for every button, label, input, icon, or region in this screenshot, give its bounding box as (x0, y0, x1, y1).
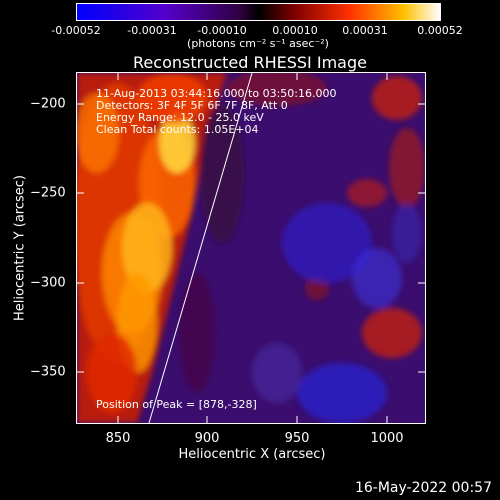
colorbar-tick: -0.00010 (197, 24, 247, 37)
image-plot: 11-Aug-2013 03:44:16.000 to 03:50:16.000… (76, 72, 426, 424)
info-clean: Clean Total counts: 1.05E+04 (96, 123, 259, 136)
info-time: 11-Aug-2013 03:44:16.000 to 03:50:16.000 (96, 87, 337, 100)
y-tick-label: −300 (30, 275, 66, 291)
x-tick-label: 950 (284, 431, 310, 446)
colorbar-tick: -0.00031 (127, 24, 177, 37)
x-axis-label: Heliocentric X (arcsec) (178, 447, 326, 462)
colorbar-tick: 0.00052 (417, 24, 463, 37)
x-tick-label: 1000 (370, 431, 404, 446)
colorbar-tick: 0.00031 (342, 24, 388, 37)
render-timestamp: 16-May-2022 00:57 (354, 480, 492, 496)
colorbar (76, 3, 441, 21)
y-tick-label: −200 (30, 96, 66, 112)
x-tick-label: 900 (194, 431, 220, 446)
colorbar-tick: -0.00052 (51, 24, 101, 37)
y-tick-label: −250 (30, 185, 66, 201)
peak-position: Position of Peak = [878,-328] (96, 398, 257, 411)
colorbar-units: (photons cm⁻² s⁻¹ asec⁻²) (187, 37, 329, 50)
info-energy: Energy Range: 12.0 - 25.0 keV (96, 111, 264, 124)
plot-title: Reconstructed RHESSI Image (133, 53, 367, 72)
flux-heatmap (77, 73, 425, 423)
colorbar-tick: 0.00010 (272, 24, 318, 37)
solar-limb-line (148, 73, 253, 423)
info-detectors: Detectors: 3F 4F 5F 6F 7F 8F, Att 0 (96, 99, 288, 112)
y-tick-label: −350 (30, 364, 66, 380)
y-axis-label: Heliocentric Y (arcsec) (12, 175, 28, 321)
x-tick-label: 850 (105, 431, 131, 446)
